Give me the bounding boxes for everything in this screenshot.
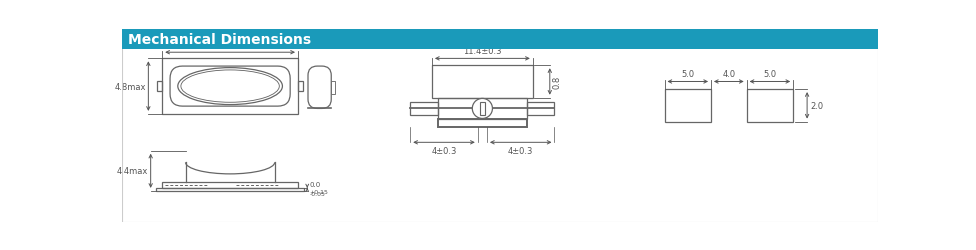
Bar xyxy=(410,102,438,116)
Bar xyxy=(331,82,335,94)
Text: 4±0.3: 4±0.3 xyxy=(508,146,534,156)
Text: 2.0: 2.0 xyxy=(810,102,824,110)
Text: 4±0.3: 4±0.3 xyxy=(431,146,457,156)
Text: +0.15: +0.15 xyxy=(309,189,329,194)
Text: 4.8max: 4.8max xyxy=(114,82,146,91)
Text: 5.0: 5.0 xyxy=(681,70,694,79)
Text: 12.5±0.3: 12.5±0.3 xyxy=(211,41,249,50)
Bar xyxy=(162,182,298,188)
Text: 4.0: 4.0 xyxy=(722,70,735,79)
Bar xyxy=(479,103,485,115)
Text: -0.05: -0.05 xyxy=(309,191,325,196)
Text: Mechanical Dimensions: Mechanical Dimensions xyxy=(128,33,311,47)
Circle shape xyxy=(472,99,493,119)
Bar xyxy=(156,188,305,191)
Bar xyxy=(298,82,304,91)
Bar xyxy=(162,59,298,114)
Bar xyxy=(432,66,533,98)
Bar xyxy=(526,102,554,116)
Bar xyxy=(438,98,526,120)
Text: 11.4±0.3: 11.4±0.3 xyxy=(464,47,502,56)
Text: 4.4max: 4.4max xyxy=(117,167,148,175)
Bar xyxy=(438,120,526,128)
Bar xyxy=(157,82,162,91)
Text: 0.8: 0.8 xyxy=(552,76,561,89)
Text: 0.0: 0.0 xyxy=(309,181,321,187)
Bar xyxy=(122,30,878,50)
Bar xyxy=(665,90,711,122)
Text: 5.0: 5.0 xyxy=(763,70,777,79)
Bar xyxy=(747,90,793,122)
